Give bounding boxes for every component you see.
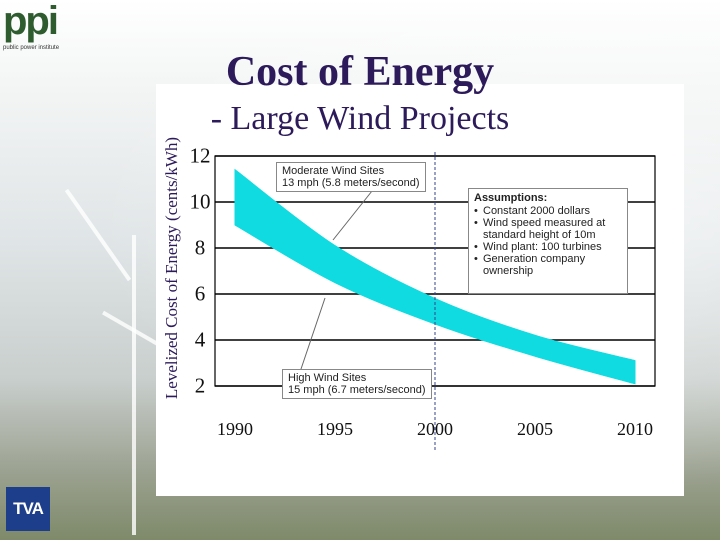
y-tick-label: 10: [189, 189, 211, 214]
chart-subtitle: - Large Wind Projects: [210, 100, 510, 137]
y-tick-label: 8: [194, 235, 206, 260]
assumption-item: Wind speed measured at standard height o…: [474, 217, 622, 241]
high-wind-speed: 15 mph (6.7 meters/second): [288, 384, 426, 396]
logo-text: ppi: [3, 0, 59, 43]
moderate-wind-speed: 13 mph (5.8 meters/second): [282, 177, 420, 189]
assumptions-title: Assumptions:: [474, 192, 548, 204]
y-tick-label: 6: [194, 281, 206, 306]
y-tick-label: 12: [189, 143, 211, 168]
assumption-item: Wind plant: 100 turbines: [474, 241, 622, 253]
high-wind-callout: High Wind Sites 15 mph (6.7 meters/secon…: [282, 369, 432, 399]
logo-subtitle: public power institute: [3, 45, 60, 51]
x-tick-label: 2010: [617, 419, 653, 439]
y-tick-label: 2: [194, 373, 206, 398]
moderate-pointer-line: [332, 190, 373, 241]
assumptions-box: Assumptions: Constant 2000 dollars Wind …: [468, 188, 628, 294]
high-wind-title: High Wind Sites: [288, 372, 367, 384]
high-pointer-line: [299, 297, 326, 373]
x-tick-label: 1995: [317, 419, 353, 439]
x-tick-label: 1990: [217, 419, 253, 439]
y-tick-label: 4: [194, 327, 206, 352]
turbine-tower: [132, 235, 136, 535]
x-tick-label: 2005: [517, 419, 553, 439]
plot-frame: [214, 155, 656, 387]
assumption-item: Constant 2000 dollars: [474, 205, 622, 217]
moderate-wind-callout: Moderate Wind Sites 13 mph (5.8 meters/s…: [276, 162, 426, 192]
assumption-item: Generation company ownership: [474, 253, 622, 277]
moderate-wind-title: Moderate Wind Sites: [282, 165, 385, 177]
tva-logo: TVA: [6, 487, 50, 531]
x-tick-label: 2000: [417, 419, 453, 439]
ppi-logo: ppi public power institute: [3, 0, 65, 58]
page-title: Cost of Energy: [225, 49, 495, 95]
